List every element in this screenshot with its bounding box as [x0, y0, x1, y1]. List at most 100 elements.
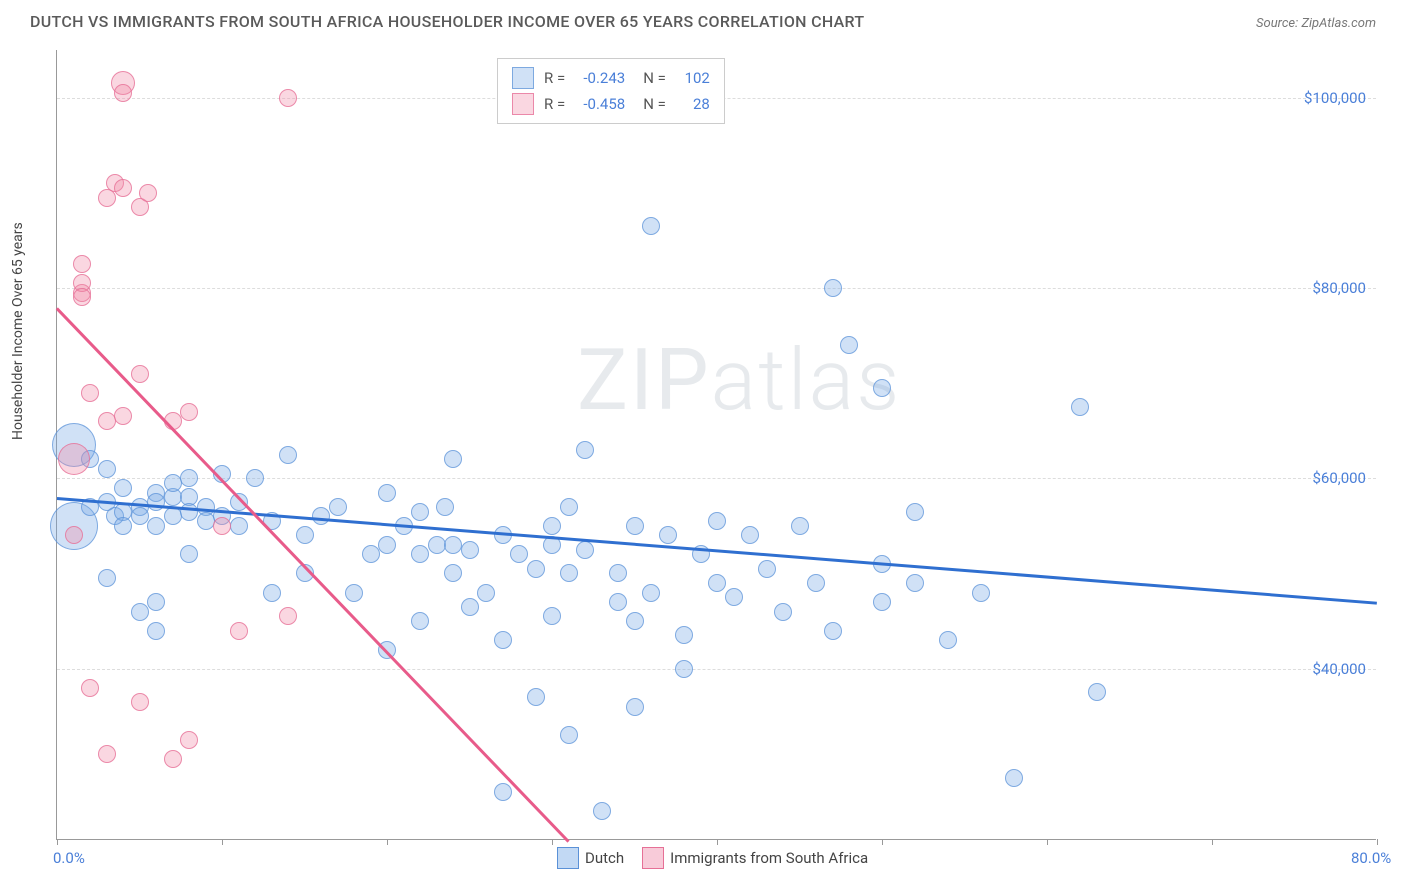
scatter-plot-area: ZIPatlas $40,000$60,000$80,000$100,0000.… [56, 50, 1376, 840]
scatter-point [791, 517, 809, 535]
scatter-point [527, 560, 545, 578]
n-value: 28 [676, 95, 710, 113]
scatter-point [114, 517, 132, 535]
scatter-point [81, 679, 99, 697]
y-tick-label: $80,000 [1312, 279, 1366, 297]
scatter-point [263, 584, 281, 602]
scatter-point [164, 474, 182, 492]
scatter-point [873, 593, 891, 611]
trend-line [56, 307, 569, 842]
scatter-point [436, 498, 454, 516]
scatter-point [675, 626, 693, 644]
scatter-point [411, 545, 429, 563]
scatter-point [560, 498, 578, 516]
scatter-point [576, 441, 594, 459]
scatter-point [73, 255, 91, 273]
r-value: -0.243 [575, 69, 625, 87]
scatter-point [345, 584, 363, 602]
scatter-point [114, 479, 132, 497]
scatter-point [675, 660, 693, 678]
scatter-point [939, 631, 957, 649]
scatter-point [543, 607, 561, 625]
n-label: N = [643, 95, 666, 113]
n-value: 102 [676, 69, 710, 87]
source-attribution: Source: ZipAtlas.com [1256, 12, 1376, 31]
scatter-point [741, 526, 759, 544]
scatter-point [139, 184, 157, 202]
correlation-stats-box: R =-0.243N =102R =-0.458N =28 [497, 58, 725, 124]
scatter-point [279, 89, 297, 107]
scatter-point [758, 560, 776, 578]
scatter-point [494, 783, 512, 801]
legend: DutchImmigrants from South Africa [557, 847, 868, 869]
scatter-point [477, 584, 495, 602]
scatter-point [114, 179, 132, 197]
scatter-point [428, 536, 446, 554]
y-tick-label: $100,000 [1304, 89, 1366, 107]
scatter-point [98, 745, 116, 763]
scatter-point [98, 569, 116, 587]
scatter-point [461, 541, 479, 559]
chart-title: DUTCH VS IMMIGRANTS FROM SOUTH AFRICA HO… [30, 12, 864, 31]
scatter-point [807, 574, 825, 592]
scatter-point [840, 336, 858, 354]
x-tick [1212, 839, 1213, 845]
scatter-point [81, 384, 99, 402]
scatter-point [65, 526, 83, 544]
scatter-point [642, 217, 660, 235]
stats-row: R =-0.458N =28 [512, 91, 710, 117]
x-tick [882, 839, 883, 845]
scatter-point [444, 564, 462, 582]
scatter-point [543, 517, 561, 535]
scatter-point [593, 802, 611, 820]
scatter-point [378, 536, 396, 554]
scatter-point [312, 507, 330, 525]
scatter-point [1088, 683, 1106, 701]
series-swatch [512, 93, 534, 115]
scatter-point [378, 484, 396, 502]
source-prefix: Source: [1256, 16, 1301, 31]
scatter-point [131, 365, 149, 383]
scatter-point [576, 541, 594, 559]
scatter-point [279, 607, 297, 625]
scatter-point [906, 574, 924, 592]
scatter-point [114, 407, 132, 425]
r-label: R = [544, 95, 565, 113]
scatter-point [411, 612, 429, 630]
scatter-point [296, 526, 314, 544]
scatter-point [461, 598, 479, 616]
scatter-point [180, 545, 198, 563]
scatter-point [1005, 769, 1023, 787]
scatter-point [147, 622, 165, 640]
scatter-point [279, 446, 297, 464]
x-tick [717, 839, 718, 845]
legend-swatch [642, 847, 664, 869]
scatter-point [824, 279, 842, 297]
scatter-point [1071, 398, 1089, 416]
scatter-point [98, 460, 116, 478]
r-label: R = [544, 69, 565, 87]
scatter-point [906, 503, 924, 521]
scatter-point [230, 517, 248, 535]
scatter-point [609, 564, 627, 582]
scatter-point [708, 512, 726, 530]
x-tick [552, 839, 553, 845]
scatter-point [510, 545, 528, 563]
scatter-point [180, 469, 198, 487]
scatter-point [642, 584, 660, 602]
scatter-point [626, 612, 644, 630]
scatter-point [147, 593, 165, 611]
scatter-point [560, 564, 578, 582]
x-tick [1377, 839, 1378, 845]
scatter-point [131, 693, 149, 711]
scatter-point [873, 379, 891, 397]
x-tick-label: 0.0% [53, 849, 85, 867]
scatter-point [708, 574, 726, 592]
scatter-point [494, 631, 512, 649]
scatter-point [164, 750, 182, 768]
legend-label: Dutch [585, 849, 624, 867]
scatter-point [659, 526, 677, 544]
x-tick [1047, 839, 1048, 845]
scatter-point [626, 698, 644, 716]
scatter-point [164, 507, 182, 525]
